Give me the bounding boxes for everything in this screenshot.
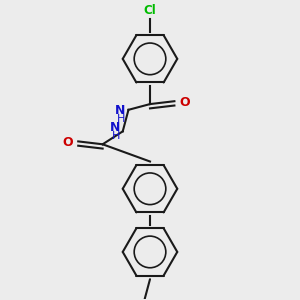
Text: N: N: [110, 121, 120, 134]
Text: H: H: [112, 131, 120, 141]
Text: Cl: Cl: [144, 4, 156, 17]
Text: N: N: [115, 104, 126, 117]
Text: O: O: [63, 136, 73, 149]
Text: H: H: [117, 114, 126, 124]
Text: O: O: [179, 96, 190, 109]
